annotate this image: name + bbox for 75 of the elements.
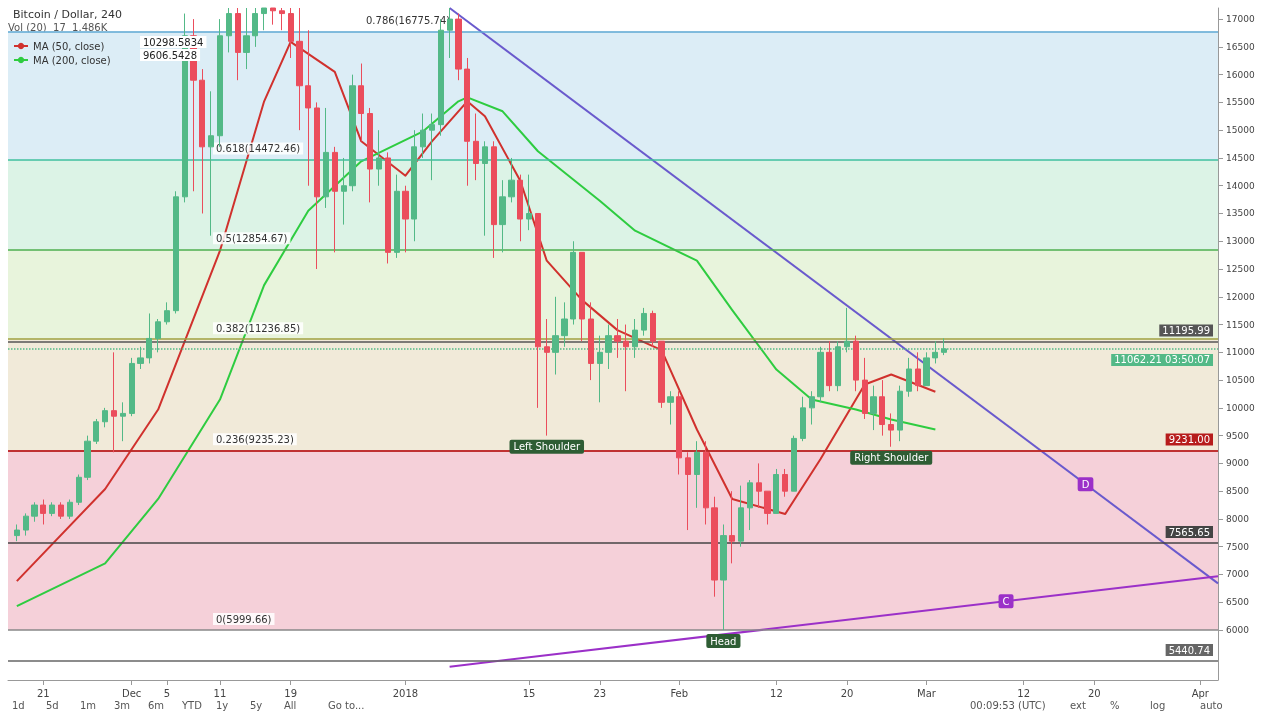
x-tick-label: 2018 [392, 687, 419, 699]
y-tick-label: 16500 [1226, 41, 1255, 52]
x-tick-label: 15 [522, 687, 536, 699]
x-tick-label: 20 [840, 687, 854, 699]
text: ext [1070, 699, 1086, 711]
y-tick-label: 6500 [1226, 597, 1250, 608]
y-tick-label: 9000 [1226, 458, 1250, 469]
y-tick-label: 17000 [1226, 14, 1255, 25]
ref-line-label: 0(5999.66) [216, 613, 272, 625]
text: 1d [12, 699, 25, 711]
annotation: C [1002, 595, 1010, 607]
text: YTD [181, 699, 203, 711]
y-tick-label: 6000 [1226, 625, 1250, 636]
text: 5d [46, 699, 59, 711]
y-tick-label: 8000 [1226, 513, 1250, 524]
annotation: Left Shoulder [513, 441, 581, 453]
ref-line-label: 5440.74 [1168, 644, 1210, 656]
text: 00:09:53 (UTC) [970, 699, 1046, 711]
text: 3m [114, 699, 131, 711]
y-tick-label: 11500 [1226, 319, 1255, 330]
x-tick-label: 12 [770, 687, 783, 699]
y-tick-label: 8500 [1226, 486, 1250, 497]
annotation: Right Shoulder [854, 452, 930, 464]
x-tick-label: Dec [121, 687, 142, 699]
y-tick-label: 14500 [1226, 152, 1255, 163]
ref-line-label: 0.236(9235.23) [216, 433, 294, 445]
x-tick-label: 21 [36, 687, 50, 699]
ref-line-label: 0.382(11236.85) [216, 322, 301, 334]
ref-line-label: 11062.21 03:50:07 [1114, 354, 1210, 366]
x-tick-label: Feb [670, 687, 689, 699]
x-tick-label: 19 [284, 687, 297, 699]
text: 1y [216, 699, 229, 711]
y-tick-label: 13500 [1226, 208, 1255, 219]
ref-line-label: 0.786(16775.74) [366, 15, 451, 27]
x-tick-label: 23 [593, 687, 607, 699]
x-tick-label: 5 [163, 687, 171, 699]
text: auto [1200, 699, 1223, 711]
ref-line-label: 0.618(14472.46) [216, 142, 301, 154]
legend-label: MA (50, close) [33, 40, 105, 52]
ref-line-label: 0.5(12854.67) [216, 232, 288, 244]
y-tick-label: 16000 [1226, 69, 1255, 80]
x-tick-label: 20 [1087, 687, 1101, 699]
x-tick-label: Apr [1191, 687, 1210, 699]
y-tick-label: 15000 [1226, 125, 1255, 136]
ref-line-label: 7565.65 [1168, 526, 1210, 538]
annotation: Vol (20) 17 1.486K [8, 21, 108, 33]
y-tick-label: 10000 [1226, 402, 1255, 413]
annotation: 10298.5834 [143, 36, 204, 48]
text: Go to... [328, 699, 365, 711]
text: 5y [250, 699, 263, 711]
legend-label: MA (200, close) [33, 54, 111, 66]
y-tick-label: 14000 [1226, 180, 1255, 191]
y-tick-label: 10500 [1226, 375, 1255, 386]
y-tick-label: 7500 [1226, 541, 1250, 552]
text: All [284, 699, 297, 711]
text: 6m [148, 699, 165, 711]
x-tick-label: Mar [917, 687, 937, 699]
text: % [1110, 699, 1120, 711]
chart-title: Bitcoin / Dollar, 240 [13, 8, 122, 21]
y-tick-label: 11000 [1226, 347, 1255, 358]
ref-line-label: 9231.00 [1168, 434, 1210, 446]
y-tick-label: 7000 [1226, 569, 1250, 580]
ref-line-label: 11195.99 [1162, 324, 1210, 336]
annotation: Head [710, 635, 737, 647]
y-tick-label: 12000 [1226, 291, 1255, 302]
y-tick-label: 9500 [1226, 430, 1250, 441]
annotation: D [1081, 478, 1090, 490]
text: 1m [80, 699, 97, 711]
x-tick-label: 11 [213, 687, 227, 699]
y-tick-label: 12500 [1226, 264, 1255, 275]
text: log [1150, 699, 1166, 711]
y-tick-label: 15500 [1226, 97, 1255, 108]
x-tick-label: 12 [1017, 687, 1031, 699]
y-tick-label: 13000 [1226, 236, 1255, 247]
annotation: 9606.5428 [143, 49, 198, 61]
